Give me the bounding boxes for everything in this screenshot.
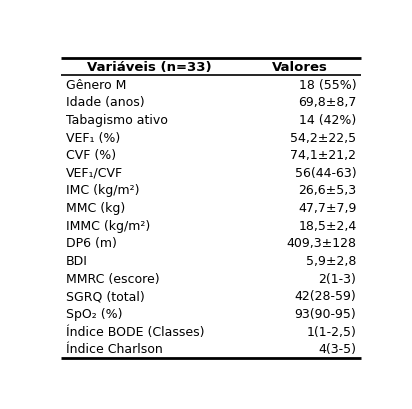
Text: CVF (%): CVF (%) [66, 149, 116, 162]
Text: Gênero M: Gênero M [66, 79, 126, 91]
Text: IMMC (kg/m²): IMMC (kg/m²) [66, 219, 150, 232]
Text: BDI: BDI [66, 254, 88, 267]
Text: 5,9±2,8: 5,9±2,8 [306, 254, 356, 267]
Text: Variáveis (n=33): Variáveis (n=33) [87, 61, 212, 74]
Text: IMC (kg/m²): IMC (kg/m²) [66, 184, 139, 197]
Text: 14 (42%): 14 (42%) [299, 114, 356, 127]
Text: 26,6±5,3: 26,6±5,3 [298, 184, 356, 197]
Text: Índice Charlson: Índice Charlson [66, 342, 163, 355]
Text: 18 (55%): 18 (55%) [299, 79, 356, 91]
Text: VEF₁ (%): VEF₁ (%) [66, 131, 120, 144]
Text: Valores: Valores [272, 61, 328, 74]
Text: 42(28-59): 42(28-59) [295, 290, 356, 303]
Text: Idade (anos): Idade (anos) [66, 96, 145, 109]
Text: 47,7±7,9: 47,7±7,9 [298, 202, 356, 215]
Text: MMC (kg): MMC (kg) [66, 202, 125, 215]
Text: Tabagismo ativo: Tabagismo ativo [66, 114, 168, 127]
Text: DP6 (m): DP6 (m) [66, 237, 117, 250]
Text: Índice BODE (Classes): Índice BODE (Classes) [66, 325, 204, 338]
Text: SGRQ (total): SGRQ (total) [66, 290, 145, 303]
Text: 69,8±8,7: 69,8±8,7 [298, 96, 356, 109]
Text: 93(90-95): 93(90-95) [295, 307, 356, 320]
Text: 18,5±2,4: 18,5±2,4 [298, 219, 356, 232]
Text: 56(44-63): 56(44-63) [295, 166, 356, 180]
Text: 54,2±22,5: 54,2±22,5 [290, 131, 356, 144]
Text: 1(1-2,5): 1(1-2,5) [307, 325, 356, 338]
Text: 2(1-3): 2(1-3) [318, 272, 356, 285]
Text: VEF₁/CVF: VEF₁/CVF [66, 166, 123, 180]
Text: 4(3-5): 4(3-5) [318, 342, 356, 355]
Text: MMRC (escore): MMRC (escore) [66, 272, 159, 285]
Text: 409,3±128: 409,3±128 [286, 237, 356, 250]
Text: SpO₂ (%): SpO₂ (%) [66, 307, 122, 320]
Text: 74,1±21,2: 74,1±21,2 [290, 149, 356, 162]
